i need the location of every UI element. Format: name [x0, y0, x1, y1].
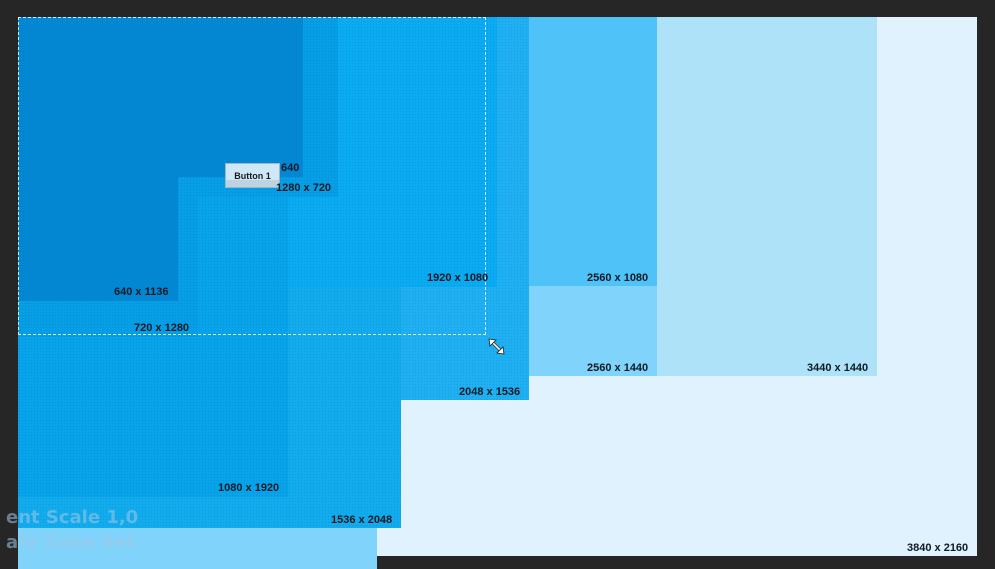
resize-handle-icon[interactable] — [487, 337, 507, 357]
label-640: 640 — [281, 162, 300, 174]
label-2048x1536: 2048 x 1536 — [459, 386, 521, 398]
label-720x1280: 720 x 1280 — [134, 322, 190, 334]
selection-rectangle[interactable] — [18, 17, 486, 335]
label-3840x2160: 3840 x 2160 — [907, 542, 969, 554]
label-2560x1080: 2560 x 1080 — [587, 272, 649, 284]
label-640x1136: 640 x 1136 — [114, 286, 169, 298]
label-1920x1080: 1920 x 1080 — [427, 272, 489, 284]
label-2560x1440: 2560 x 1440 — [587, 362, 649, 374]
label-1080x1920: 1080 x 1920 — [218, 482, 280, 494]
label-3440x1440: 3440 x 1440 — [807, 362, 869, 374]
button-1-label: Button 1 — [234, 171, 271, 181]
button-1-pattern — [226, 180, 279, 187]
label-1536x2048: 1536 x 2048 — [331, 514, 393, 526]
label-1280x720: 1280 x 720 — [276, 182, 332, 194]
overlay-safe-zone-text: afe Zone Set — [6, 532, 135, 553]
region-640 — [18, 17, 303, 177]
button-1[interactable]: Button 1 — [225, 163, 280, 188]
overlay-scale-text: ent Scale 1,0 — [6, 507, 139, 528]
region-1536x2048-lower — [18, 528, 377, 569]
